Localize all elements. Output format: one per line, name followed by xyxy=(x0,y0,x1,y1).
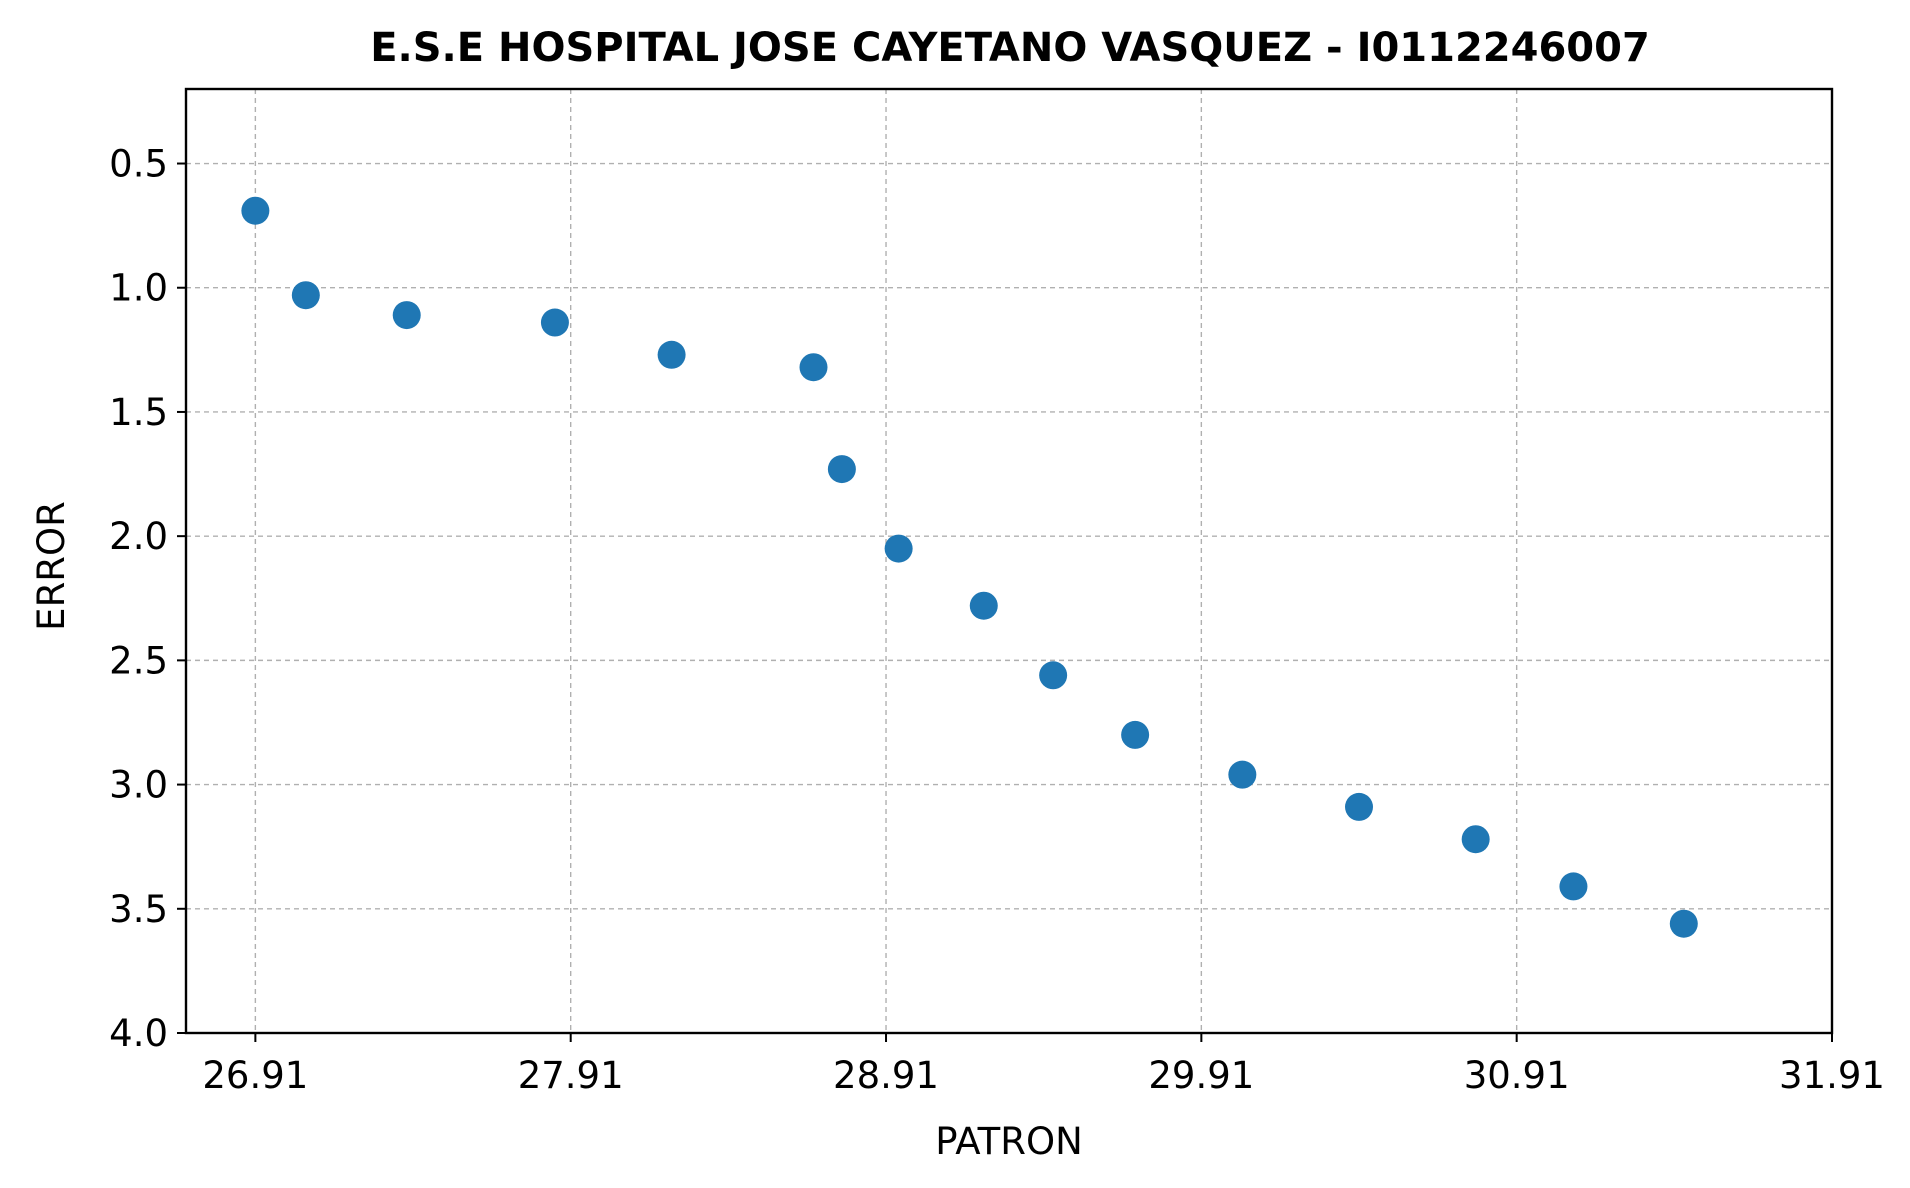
data-point xyxy=(657,340,686,369)
y-tick-label: 2.5 xyxy=(109,639,168,682)
data-point xyxy=(540,308,569,337)
data-point xyxy=(241,196,270,225)
y-tick-label: 4.0 xyxy=(109,1012,168,1055)
y-tick-label: 3.5 xyxy=(109,888,168,931)
y-tick-label: 1.0 xyxy=(109,267,168,310)
data-point xyxy=(1669,909,1698,938)
y-axis-ticks: 0.5 1.0 1.5 2.0 2.5 3.0 3.5 4.0 xyxy=(109,143,186,1055)
y-tick-label: 3.0 xyxy=(109,764,168,807)
chart-title: E.S.E HOSPITAL JOSE CAYETANO VASQUEZ - I… xyxy=(370,25,1650,71)
x-axis-ticks: 26.91 27.91 28.91 29.91 30.91 31.91 xyxy=(202,1033,1885,1097)
data-point xyxy=(1559,872,1588,901)
data-point xyxy=(969,591,998,620)
data-point xyxy=(884,534,913,563)
x-tick-label: 31.91 xyxy=(1779,1054,1885,1097)
data-point xyxy=(827,455,856,484)
x-tick-label: 29.91 xyxy=(1148,1054,1254,1097)
data-point xyxy=(1228,760,1257,789)
x-tick-label: 30.91 xyxy=(1464,1054,1570,1097)
x-axis-label: PATRON xyxy=(935,1120,1083,1163)
data-point xyxy=(1039,661,1068,690)
y-tick-label: 1.5 xyxy=(109,391,168,434)
data-point xyxy=(799,353,828,382)
x-tick-label: 26.91 xyxy=(202,1054,308,1097)
y-tick-label: 0.5 xyxy=(109,143,168,186)
data-point xyxy=(1461,825,1490,854)
data-points xyxy=(241,196,1698,938)
data-point xyxy=(392,301,421,330)
x-tick-label: 27.91 xyxy=(518,1054,624,1097)
data-point xyxy=(291,281,320,310)
y-axis-label: ERROR xyxy=(30,501,73,631)
y-tick-label: 2.0 xyxy=(109,515,168,558)
plot-frame xyxy=(184,87,1834,1035)
data-point xyxy=(1345,792,1374,821)
x-tick-label: 28.91 xyxy=(833,1054,939,1097)
data-point xyxy=(1121,720,1150,749)
